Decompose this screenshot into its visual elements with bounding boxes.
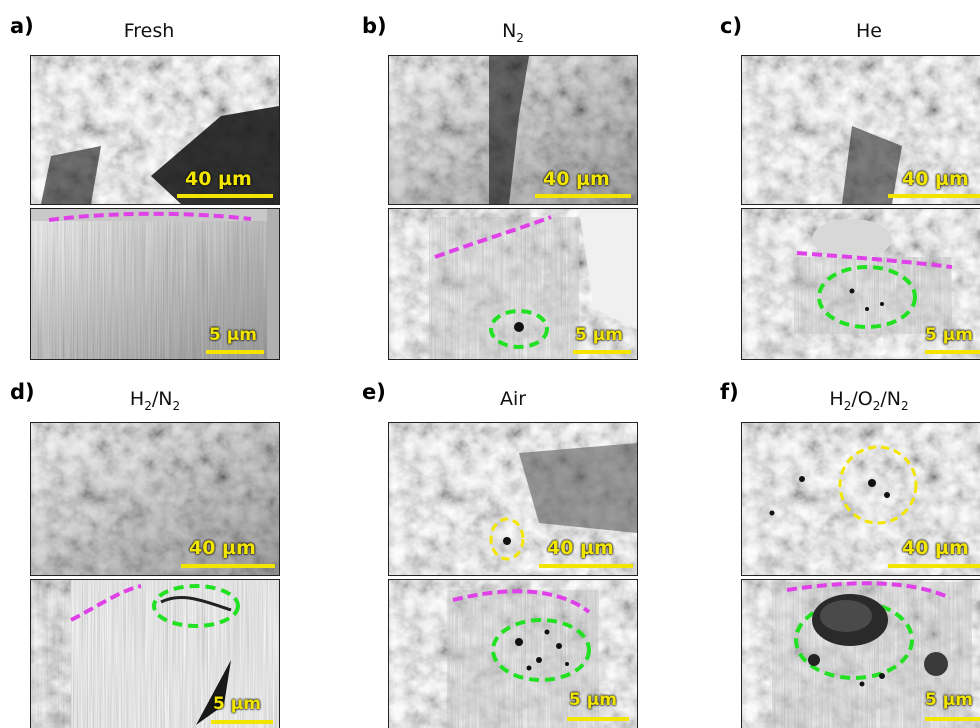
panel-letter: b) [362, 14, 387, 38]
scale-bar [206, 350, 264, 354]
sem-image-bottom: 5 µm [388, 208, 638, 360]
panel-letter: a) [10, 14, 34, 38]
scale-bar [573, 350, 631, 354]
sem-image-bottom: 5 µm [741, 579, 980, 728]
scale-bar [925, 350, 980, 354]
scale-label: 5 µm [575, 325, 623, 345]
scale-label: 40 µm [185, 168, 252, 190]
scale-bar [177, 194, 273, 198]
sem-image-bottom: 5 µm [30, 208, 280, 360]
panel-title: Air [499, 388, 527, 410]
panel-title: H2/O2/N2 [829, 388, 909, 413]
sem-image-top: 40 µm [30, 422, 280, 576]
sem-image-top: 40 µm [388, 422, 638, 576]
scale-bar [888, 564, 980, 568]
panel-title: H2/N2 [129, 388, 181, 413]
sem-image-bottom: 5 µm [741, 208, 980, 360]
sem-image-top: 40 µm [388, 55, 638, 205]
sem-image-bottom: 5 µm [30, 579, 280, 728]
scale-label: 5 µm [209, 325, 257, 345]
panel-letter: d) [10, 380, 35, 404]
scale-label: 5 µm [925, 325, 973, 345]
scale-label: 5 µm [569, 690, 617, 710]
sem-image-top: 40 µm [30, 55, 280, 205]
panel-title: Fresh [123, 20, 175, 42]
scale-bar [539, 564, 633, 568]
scale-bar [567, 717, 629, 721]
scale-bar [181, 564, 275, 568]
panel-letter: c) [720, 14, 743, 38]
scale-label: 40 µm [902, 168, 969, 190]
sem-image-bottom: 5 µm [388, 579, 638, 728]
scale-label: 40 µm [543, 168, 610, 190]
scale-bar [211, 720, 273, 724]
scale-label: 40 µm [547, 537, 614, 559]
sem-image-top: 40 µm [741, 422, 980, 576]
panel-letter: f) [720, 380, 739, 404]
sem-image-top: 40 µm [741, 55, 980, 205]
scale-label: 5 µm [925, 690, 973, 710]
panel-title: He [856, 20, 882, 42]
scale-bar [535, 194, 631, 198]
panel-letter: e) [362, 380, 386, 404]
scale-label: 5 µm [213, 694, 261, 714]
scale-bar [925, 717, 980, 721]
scale-bar [888, 194, 980, 198]
scale-label: 40 µm [189, 537, 256, 559]
scale-label: 40 µm [902, 537, 969, 559]
panel-title: N2 [502, 20, 524, 45]
